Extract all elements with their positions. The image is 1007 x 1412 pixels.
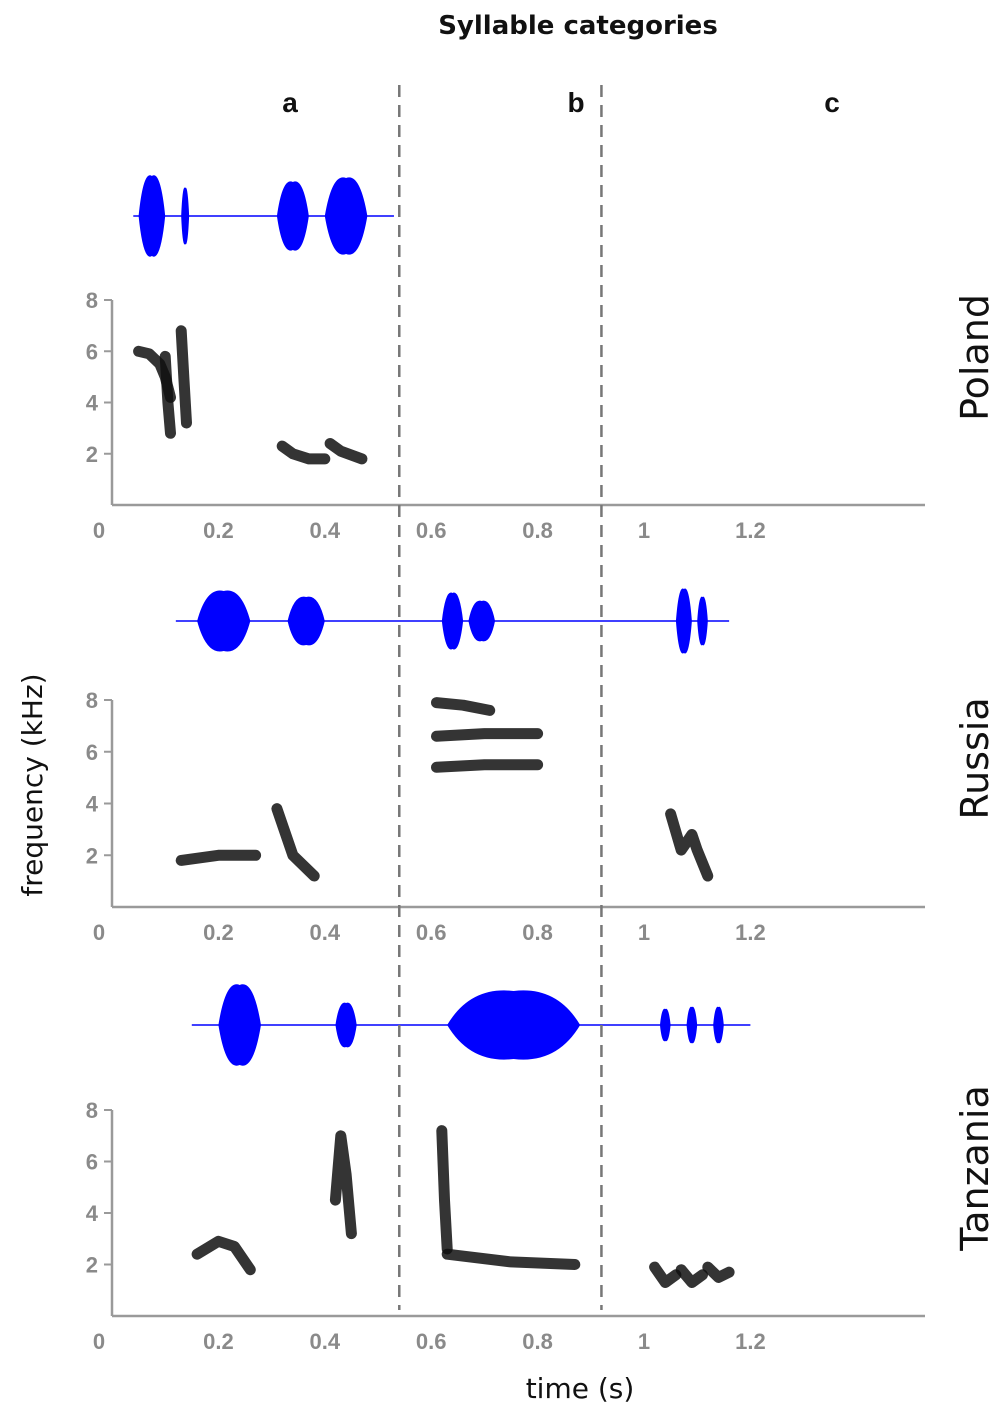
x-tick-label: 0.4 — [310, 518, 341, 543]
y-tick-label: 8 — [86, 1098, 98, 1123]
syllable-trace — [175, 849, 262, 866]
x-tick-label: 0.8 — [522, 920, 553, 945]
waveform-burst — [335, 1002, 357, 1048]
panel-russia: 2 4 6 8 0 0.2 0.4 0.6 0.8 1 1.2 Russia — [86, 588, 997, 945]
x-tick-label: 0.4 — [310, 920, 341, 945]
waveform-burst — [441, 592, 464, 650]
syllable-trace — [665, 808, 714, 882]
syllable-trace — [649, 1261, 682, 1288]
country-label: Tanzania — [953, 1085, 997, 1251]
category-label-b: b — [567, 87, 584, 118]
syllable-trace — [329, 1130, 357, 1240]
y-axis-label: frequency (kHz) — [16, 673, 49, 896]
waveform-burst — [447, 990, 581, 1060]
x-tick-label: 0 — [93, 518, 105, 543]
y-tick-label: 2 — [86, 1253, 98, 1278]
syllable-trace — [436, 1125, 453, 1255]
category-label-c: c — [824, 87, 840, 118]
y-tick-label: 4 — [86, 792, 99, 817]
x-axis-label: time (s) — [526, 1372, 635, 1405]
country-label: Poland — [953, 294, 997, 421]
x-tick-label: 1 — [638, 518, 650, 543]
waveform-burst — [287, 596, 325, 646]
syllable-trace — [191, 1235, 256, 1276]
syllable-trace — [324, 438, 368, 465]
syllable-trace — [175, 325, 192, 429]
y-tick-label: 6 — [86, 740, 98, 765]
category-label-a: a — [282, 87, 298, 118]
y-tick-label: 4 — [86, 1201, 99, 1226]
waveform-burst — [276, 181, 309, 251]
y-tick-label: 8 — [86, 688, 98, 713]
y-tick-label: 4 — [86, 391, 99, 416]
x-tick-label: 0.4 — [310, 1329, 341, 1354]
country-label: Russia — [953, 697, 997, 819]
syllable-trace — [159, 350, 176, 439]
syllable-trace — [431, 697, 496, 716]
y-tick-label: 8 — [86, 288, 98, 313]
panel-tanzania: 2 4 6 8 0 0.2 0.4 0.6 0.8 1 1.2 Tanzania — [86, 984, 997, 1354]
x-tick-label: 0.2 — [203, 518, 234, 543]
waveform-burst — [138, 175, 166, 257]
syllable-trace — [675, 1264, 708, 1288]
x-tick-label: 0.6 — [416, 1329, 447, 1354]
figure-title: Syllable categories — [438, 11, 718, 41]
syllable-trace — [276, 440, 331, 465]
syllable-trace — [431, 759, 544, 773]
x-tick-label: 1.2 — [735, 1329, 766, 1354]
y-tick-label: 6 — [86, 339, 98, 364]
waveform-burst — [686, 1006, 698, 1044]
waveform-burst — [324, 177, 368, 255]
syllable-trace — [271, 803, 320, 882]
x-tick-label: 1.2 — [735, 518, 766, 543]
spectrogram-panels: 2 4 6 8 0 0.2 0.4 0.6 0.8 1 1.2 Poland 2 4 6 8 0 0.2 0.4 0.… — [86, 175, 997, 1354]
waveform-burst — [181, 187, 190, 245]
x-tick-label: 0.6 — [416, 518, 447, 543]
x-tick-label: 0 — [93, 920, 105, 945]
waveform-burst — [675, 588, 692, 654]
syllable-trace — [431, 728, 544, 742]
category-dividers — [398, 85, 603, 1310]
x-tick-label: 0.8 — [522, 518, 553, 543]
y-tick-label: 6 — [86, 1150, 98, 1175]
syllable-trace — [702, 1261, 735, 1283]
x-tick-label: 0.2 — [203, 1329, 234, 1354]
waveform-burst — [197, 590, 251, 652]
x-tick-label: 0.6 — [416, 920, 447, 945]
waveform-burst — [713, 1006, 724, 1044]
y-tick-label: 2 — [86, 442, 98, 467]
waveform-burst — [697, 596, 708, 646]
y-tick-label: 2 — [86, 843, 98, 868]
x-tick-label: 1 — [638, 1329, 650, 1354]
waveform-burst — [659, 1008, 671, 1042]
x-tick-label: 0.2 — [203, 920, 234, 945]
waveform-burst — [468, 600, 496, 642]
x-tick-label: 0.8 — [522, 1329, 553, 1354]
x-tick-label: 1.2 — [735, 920, 766, 945]
syllable-trace — [441, 1248, 581, 1270]
panel-poland: 2 4 6 8 0 0.2 0.4 0.6 0.8 1 1.2 Poland — [86, 175, 997, 543]
x-tick-label: 1 — [638, 920, 650, 945]
waveform-burst — [218, 984, 261, 1066]
x-tick-label: 0 — [93, 1329, 105, 1354]
